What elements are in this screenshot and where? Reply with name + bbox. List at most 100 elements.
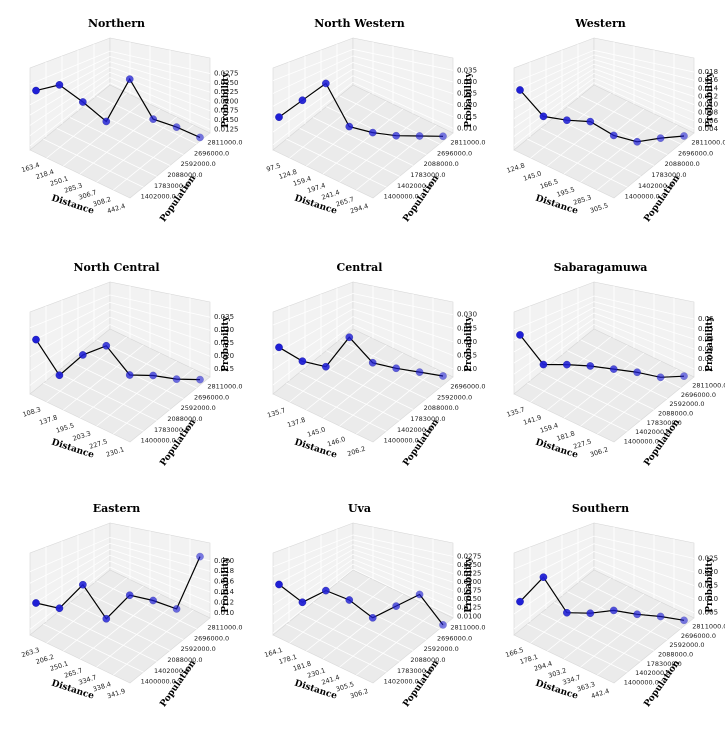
data-point [633, 137, 641, 146]
y-tick-label: 1783000.0 [397, 667, 432, 675]
y-tick-label: 2592000.0 [669, 641, 704, 649]
x-tick-label: 135.7 [506, 405, 526, 418]
data-point [149, 115, 157, 123]
y-tick-label: 2696000.0 [450, 382, 485, 390]
z-tick-label: 0.014 [214, 588, 235, 596]
data-point [125, 591, 134, 600]
z-tick-label: 0.0175 [214, 107, 239, 115]
z-tick-label: 0.0225 [457, 570, 482, 578]
data-point [322, 362, 330, 371]
z-tick-label: 0.02 [698, 355, 714, 363]
z-tick-label: 0.010 [214, 609, 234, 617]
x-tick-label: 442.4 [590, 687, 610, 700]
series-line [278, 584, 444, 626]
y-tick-label: 2696000.0 [437, 149, 472, 157]
data-point [439, 132, 447, 141]
series-line [278, 336, 444, 377]
z-axis-label: Probability [464, 556, 474, 612]
data-point [680, 616, 688, 625]
x-tick-label: 141.9 [522, 413, 542, 426]
data-point [196, 133, 204, 142]
data-point [586, 117, 595, 126]
y-tick-label: 2592000.0 [437, 393, 472, 401]
z-tick-label: 0.010 [698, 101, 718, 109]
z-tick-label: 0.0150 [457, 595, 482, 603]
x-tick-label: 195.5 [556, 185, 576, 198]
z-tick-label: 0.006 [698, 117, 719, 125]
subplot-title: North Central [73, 261, 159, 274]
z-tick-label: 0.015 [698, 582, 718, 590]
x-tick-label: 306.2 [349, 687, 369, 700]
z-tick-label: 0.03 [698, 345, 714, 353]
subplot-4: Central 0.010 0.015 0.020 0.025 0.030 135.7137… [266, 261, 485, 468]
z-axis-label: Probability [221, 315, 231, 371]
data-point [172, 605, 181, 613]
z-tick-label: 0.014 [698, 84, 719, 92]
data-point [125, 75, 134, 83]
data-point [415, 590, 424, 599]
z-tick-label: 0.035 [214, 313, 234, 321]
data-point [345, 122, 354, 131]
z-axis-label: Probability [705, 71, 715, 127]
z-axis-label: Probability [705, 556, 715, 612]
data-point [79, 98, 87, 106]
subplot-title: Sabaragamuwa [554, 261, 648, 274]
z-tick-label: 0.030 [214, 326, 234, 334]
y-tick-label: 1400000.0 [141, 437, 176, 445]
z-tick-label: 0.010 [457, 124, 477, 132]
z-tick-label: 0.01 [698, 365, 714, 373]
z-tick-label: 0.05 [698, 325, 714, 333]
y-tick-label: 1783000.0 [647, 660, 682, 668]
data-point [172, 375, 181, 383]
y-tick-label: 2696000.0 [681, 391, 716, 399]
z-tick-label: 0.015 [457, 351, 477, 359]
x-tick-label: 166.5 [539, 177, 559, 190]
y-tick-label: 2592000.0 [669, 400, 704, 408]
data-point [102, 341, 111, 350]
data-point [368, 358, 377, 367]
z-axis-label: Probability [705, 315, 715, 371]
x-tick-label: 124.8 [506, 161, 526, 174]
y-tick-label: 1783000.0 [651, 171, 686, 179]
y-tick-label: 1783000.0 [154, 182, 189, 190]
z-tick-label: 0.016 [698, 76, 719, 84]
series-line [35, 556, 201, 620]
x-tick-label: 206.2 [346, 445, 366, 458]
subplot-8: Southern0.0050.0100.0150.0200.025166.517… [504, 502, 725, 709]
z-axis-label: Probability [221, 556, 231, 612]
data-point [539, 360, 548, 369]
z-tick-label: 0.0250 [214, 79, 239, 87]
data-point [392, 131, 400, 140]
z-tick-label: 0.020 [214, 352, 234, 360]
y-tick-label: 2811000.0 [692, 623, 725, 631]
y-tick-label: 2696000.0 [437, 634, 472, 642]
y-tick-label: 1402000.0 [635, 669, 670, 677]
subplot-title: Southern [572, 502, 629, 515]
subplot-1: North Western 0.010 0.015 0.020 0.025 0.030 0.… [265, 17, 485, 224]
data-point [345, 333, 354, 342]
y-tick-label: 1400000.0 [384, 193, 419, 201]
y-tick-label: 2592000.0 [181, 645, 216, 653]
y-tick-label: 2811000.0 [207, 138, 242, 146]
data-point [196, 552, 204, 561]
y-tick-label: 2088000.0 [167, 415, 202, 423]
data-point [32, 599, 40, 607]
x-tick-label: 227.5 [572, 437, 592, 450]
z-tick-label: 0.0250 [457, 561, 482, 569]
data-point [55, 604, 64, 613]
z-tick-label: 0.010 [457, 365, 477, 373]
z-tick-label: 0.005 [698, 609, 718, 617]
y-tick-label: 1400000.0 [384, 437, 419, 445]
x-tick-label: 137.8 [38, 413, 58, 426]
y-tick-label: 1783000.0 [410, 415, 445, 423]
z-tick-label: 0.016 [214, 578, 235, 586]
data-point [656, 612, 665, 621]
z-tick-label: 0.025 [214, 339, 234, 347]
data-point [298, 96, 307, 105]
data-point [516, 597, 524, 606]
z-tick-label: 0.015 [457, 113, 477, 121]
data-point [656, 373, 665, 382]
z-tick-label: 0.035 [457, 66, 477, 74]
z-axis-label: Probability [464, 315, 474, 371]
data-point [275, 580, 283, 589]
